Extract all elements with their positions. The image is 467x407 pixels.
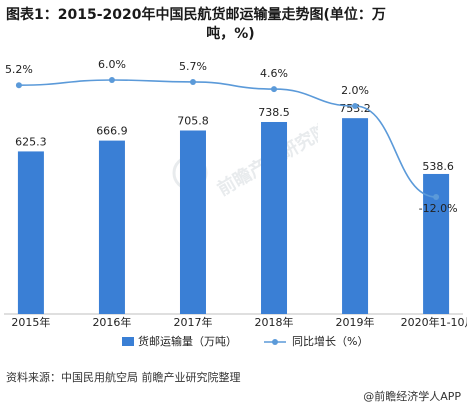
growth-point-2 bbox=[189, 78, 196, 85]
growth-label-2: 5.7% bbox=[179, 60, 207, 73]
bar-4 bbox=[342, 118, 369, 314]
x-tick-label-1: 2016年 bbox=[92, 315, 131, 329]
legend-line-marker bbox=[272, 339, 278, 345]
growth-line bbox=[18, 79, 437, 198]
legend-bar-label: 货邮运输量（万吨） bbox=[138, 334, 237, 348]
growth-point-1 bbox=[108, 77, 115, 83]
growth-label-3: 4.6% bbox=[260, 67, 288, 80]
growth-label-4: 2.0% bbox=[341, 84, 369, 97]
x-tick-label-3: 2018年 bbox=[255, 315, 294, 329]
bar-0 bbox=[17, 151, 44, 314]
bar-label-2: 705.8 bbox=[177, 114, 209, 127]
growth-point-0 bbox=[15, 82, 22, 89]
brand-credit: @前瞻经济学人APP bbox=[363, 390, 461, 403]
chart-title-line2: 吨，%) bbox=[206, 26, 255, 42]
bar-2 bbox=[179, 130, 206, 314]
bar-label-0: 625.3 bbox=[15, 135, 47, 148]
legend-line-label: 同比增长（%） bbox=[292, 334, 368, 348]
x-tick-label-5: 2020年1-10月 bbox=[401, 315, 467, 329]
bar-label-3: 738.5 bbox=[258, 106, 290, 119]
bar-label-1: 666.9 bbox=[96, 125, 128, 138]
growth-point-4 bbox=[352, 103, 359, 109]
x-tick-label-0: 2015年 bbox=[11, 315, 50, 329]
bar-3 bbox=[261, 121, 288, 315]
growth-point-3 bbox=[271, 86, 278, 93]
x-tick-label-2: 2017年 bbox=[173, 315, 212, 329]
bar-label-5: 538.6 bbox=[422, 160, 454, 173]
legend-bar-swatch bbox=[122, 337, 134, 346]
x-tick-label-4: 2019年 bbox=[336, 315, 375, 329]
growth-label-1: 6.0% bbox=[98, 58, 126, 71]
chart-title: 图表1：2015-2020年中国民航货邮运输量走势图(单位：万 吨，%) bbox=[0, 6, 467, 44]
bar-1 bbox=[98, 140, 125, 314]
growth-label-5: -12.0% bbox=[419, 202, 458, 215]
source-note: 资料来源：中国民用航空局 前瞻产业研究院整理 bbox=[6, 371, 241, 384]
growth-label-0: 5.2% bbox=[5, 63, 33, 76]
chart-title-line1: 图表1：2015-2020年中国民航货邮运输量走势图(单位：万 bbox=[6, 7, 386, 23]
growth-point-5 bbox=[433, 194, 440, 200]
